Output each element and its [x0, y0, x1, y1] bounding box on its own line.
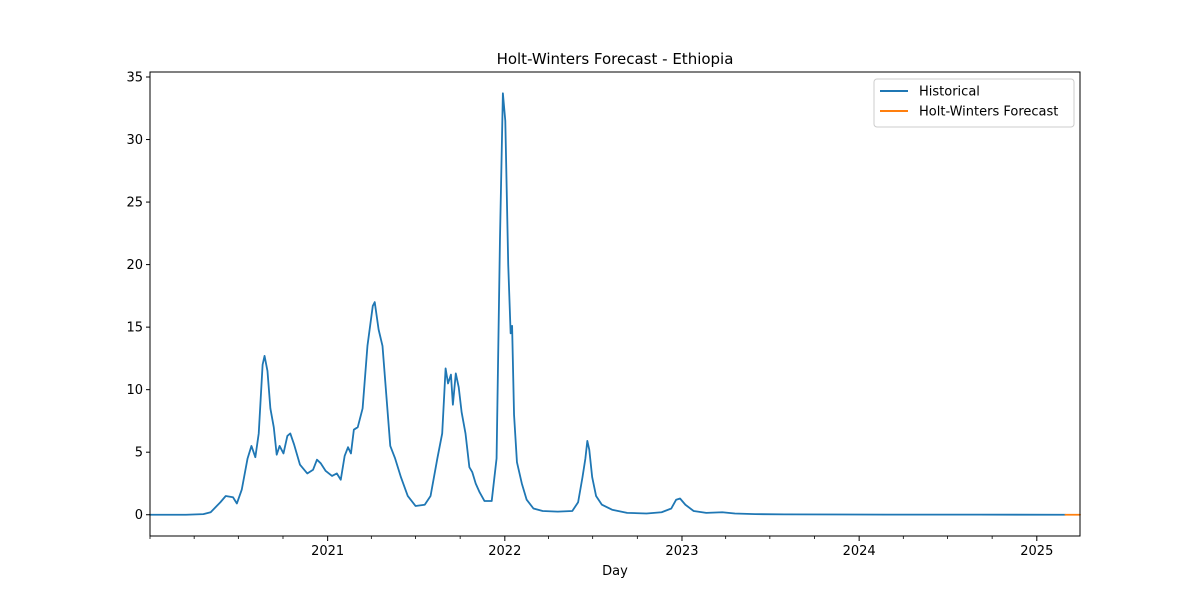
x-tick-label: 2025	[1020, 544, 1053, 559]
y-tick-label: 0	[135, 508, 143, 523]
y-axis: 0 5 10 15 20 25 30 35	[126, 71, 150, 523]
legend-box	[873, 78, 1075, 128]
x-tick-label: 2022	[488, 544, 521, 559]
x-tick-label: 2023	[665, 544, 698, 559]
legend: Historical Holt-Winters Forecast	[873, 78, 1075, 128]
series-layer	[149, 92, 1081, 516]
x-axis: 2021 2022 2023 2024 2025	[149, 536, 1053, 559]
legend-label: Historical	[919, 85, 980, 100]
x-axis-label: Day	[602, 564, 628, 579]
series-line-historical	[149, 92, 1067, 516]
legend-label: Holt-Winters Forecast	[919, 105, 1058, 120]
y-tick-label: 35	[126, 71, 143, 86]
y-tick-label: 25	[126, 196, 143, 211]
x-tick-label: 2021	[311, 544, 344, 559]
y-tick-label: 15	[126, 321, 143, 336]
x-tick-label: 2024	[843, 544, 876, 559]
chart-title: Holt-Winters Forecast - Ethiopia	[497, 50, 734, 68]
y-tick-label: 10	[126, 383, 143, 398]
y-tick-label: 30	[126, 133, 143, 148]
y-tick-label: 20	[126, 258, 143, 273]
y-tick-label: 5	[135, 446, 143, 461]
plot-frame	[149, 71, 1081, 537]
